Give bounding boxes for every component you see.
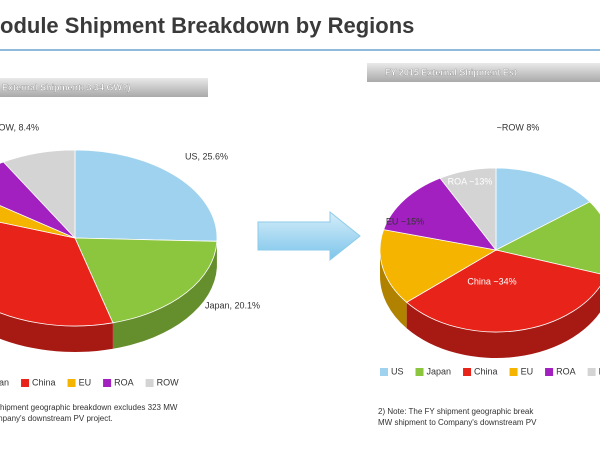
legend-swatch bbox=[587, 368, 596, 376]
legend-label: US bbox=[391, 366, 404, 376]
legend-swatch bbox=[380, 368, 388, 376]
chart-header: External Shipment: 3.34 GW?) bbox=[2, 82, 131, 92]
pie-slice bbox=[495, 167, 591, 251]
legend-label: ROA bbox=[114, 377, 134, 387]
legend-swatch bbox=[145, 379, 154, 387]
legend-swatch bbox=[463, 368, 472, 376]
legend-swatch bbox=[21, 379, 30, 387]
data-label: China ~34% bbox=[467, 276, 516, 286]
arrow bbox=[257, 210, 361, 262]
slide-title: odule Shipment Breakdown by Regions bbox=[0, 13, 414, 38]
legend-label: EU bbox=[79, 377, 92, 387]
data-label: ~ROW 8% bbox=[497, 122, 540, 132]
pie-slice bbox=[379, 229, 498, 303]
data-label: US, 25.6% bbox=[185, 151, 228, 161]
legend-swatch bbox=[415, 368, 424, 376]
pie-slice bbox=[405, 249, 600, 333]
pie-slice bbox=[74, 149, 218, 242]
legend-label: Japan bbox=[427, 366, 452, 376]
footnote: 2) Note: The FY shipment geographic brea… bbox=[378, 407, 534, 416]
pie-side bbox=[0, 312, 113, 353]
footnote: shipment geographic breakdown excludes 3… bbox=[0, 403, 178, 412]
header-bar bbox=[367, 63, 600, 82]
legend-label: EU bbox=[521, 366, 534, 376]
legend-label: China bbox=[32, 377, 56, 387]
legend-swatch bbox=[67, 379, 76, 387]
pie-slice bbox=[439, 167, 497, 252]
legend-swatch bbox=[103, 379, 112, 387]
footnote: MW shipment to Company's downstream PV bbox=[378, 418, 537, 427]
data-label: ROW, 8.4% bbox=[0, 122, 39, 132]
pie-side bbox=[380, 250, 407, 329]
pie-slice bbox=[0, 221, 114, 327]
data-label: ROA ~13% bbox=[448, 176, 493, 186]
legend-label: ROW bbox=[157, 377, 180, 387]
legend-swatch bbox=[509, 368, 518, 376]
data-label: Japan, 20.1% bbox=[205, 300, 260, 310]
legend-label: ROA bbox=[556, 366, 576, 376]
legend-label: Japan bbox=[0, 377, 9, 387]
chart-header: FY 2015 External Shipment Est bbox=[385, 67, 517, 77]
pie-slice bbox=[383, 177, 497, 251]
pie-slice bbox=[2, 149, 76, 240]
legend-swatch bbox=[545, 368, 554, 376]
legend-label: ROW bbox=[599, 366, 600, 376]
pie-slice bbox=[74, 237, 218, 324]
legend-label: China bbox=[474, 366, 498, 376]
header-bar bbox=[0, 78, 208, 97]
pie-side bbox=[406, 286, 600, 358]
pie-side bbox=[112, 241, 217, 349]
footnote: mpany's downstream PV project. bbox=[0, 414, 113, 423]
data-label: EU ~15% bbox=[386, 216, 424, 226]
